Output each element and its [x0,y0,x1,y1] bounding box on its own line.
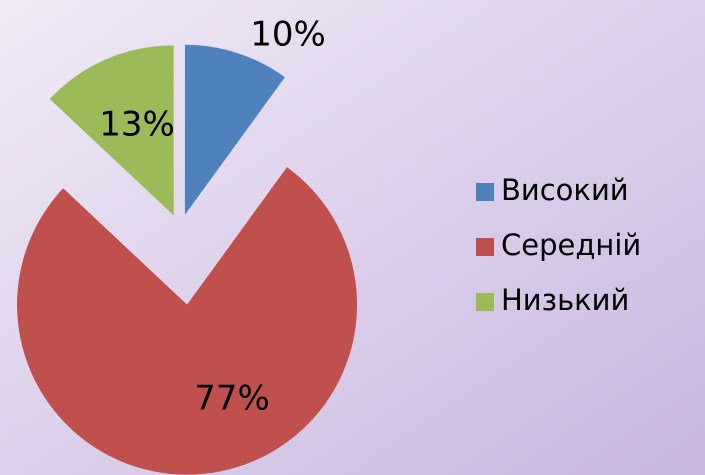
pie-slice [49,45,174,216]
legend-swatch [476,293,494,311]
pie-slice [184,44,285,215]
legend-label: Низький [501,283,629,317]
data-label: 13% [99,105,175,145]
data-label: 77% [194,379,270,419]
legend-label: Середній [501,228,641,262]
legend-label: Високий [501,173,629,207]
data-label: 10% [250,15,326,55]
pie-slice [17,167,358,475]
legend-swatch [476,238,494,256]
legend-swatch [476,183,494,201]
